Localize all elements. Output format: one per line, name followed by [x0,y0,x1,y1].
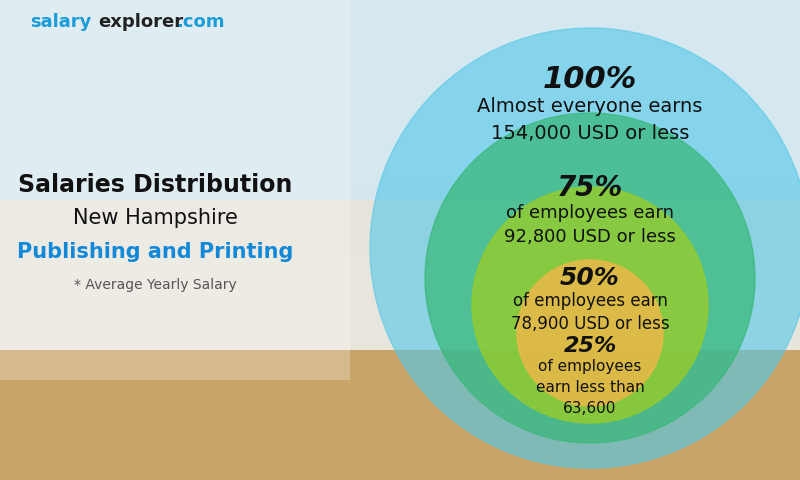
Bar [0,193,800,195]
Bar [0,241,800,243]
Bar [0,210,800,212]
Circle shape [472,187,708,423]
Text: of employees earn: of employees earn [506,204,674,222]
Bar [0,217,800,219]
Text: Almost everyone earns: Almost everyone earns [478,97,702,116]
Text: Publishing and Printing: Publishing and Printing [17,242,293,262]
Bar [0,180,800,182]
Bar [0,200,800,350]
Bar [0,243,800,245]
Text: 100%: 100% [543,65,637,95]
Bar [0,244,800,247]
Bar [0,222,800,224]
Circle shape [517,260,663,406]
Bar [0,0,800,200]
Bar [0,237,800,239]
Bar [0,201,800,203]
Bar [0,191,800,192]
Bar [0,228,800,230]
Bar [0,181,800,183]
Bar [0,184,800,187]
Bar [0,186,800,188]
Bar [0,207,800,209]
Bar [0,215,800,216]
Text: 25%: 25% [563,336,617,356]
Text: * Average Yearly Salary: * Average Yearly Salary [74,278,236,292]
Bar [0,350,800,480]
Bar [0,0,350,380]
Text: of employees earn: of employees earn [513,292,667,310]
Bar [0,219,800,221]
Bar [0,239,800,240]
Bar [0,249,800,251]
Bar [0,200,800,202]
Text: earn less than: earn less than [536,380,644,396]
Text: 92,800 USD or less: 92,800 USD or less [504,228,676,246]
Bar [0,216,800,218]
Text: 78,900 USD or less: 78,900 USD or less [510,314,670,333]
Bar [0,196,800,199]
Bar [0,229,800,231]
Bar [0,183,800,185]
Bar [0,232,800,235]
Bar [0,188,800,190]
Bar [0,220,800,223]
Bar [0,205,800,207]
Bar [0,252,800,254]
Text: 154,000 USD or less: 154,000 USD or less [491,124,689,143]
Bar [0,212,800,214]
Bar [0,240,800,242]
Text: explorer: explorer [98,13,183,31]
Bar [0,227,800,228]
Text: New Hampshire: New Hampshire [73,208,238,228]
Bar [0,198,800,200]
Text: Salaries Distribution: Salaries Distribution [18,173,292,197]
Bar [0,234,800,236]
Circle shape [425,113,755,443]
Bar [0,213,800,215]
Bar [0,195,800,197]
Bar [0,192,800,194]
Bar [0,208,800,211]
Bar [0,203,800,204]
Bar [0,251,800,252]
Text: of employees: of employees [538,360,642,374]
Text: 50%: 50% [560,266,620,290]
Bar [0,231,800,233]
Bar [0,224,800,226]
Text: salary: salary [30,13,91,31]
Bar [0,236,800,238]
Circle shape [370,28,800,468]
Bar [0,225,800,227]
Bar [0,248,800,250]
Bar [0,253,800,255]
Text: 75%: 75% [557,174,623,202]
Bar [0,189,800,191]
Text: 63,600: 63,600 [563,401,617,416]
Bar [0,246,800,248]
Text: .com: .com [176,13,225,31]
Bar [0,204,800,206]
